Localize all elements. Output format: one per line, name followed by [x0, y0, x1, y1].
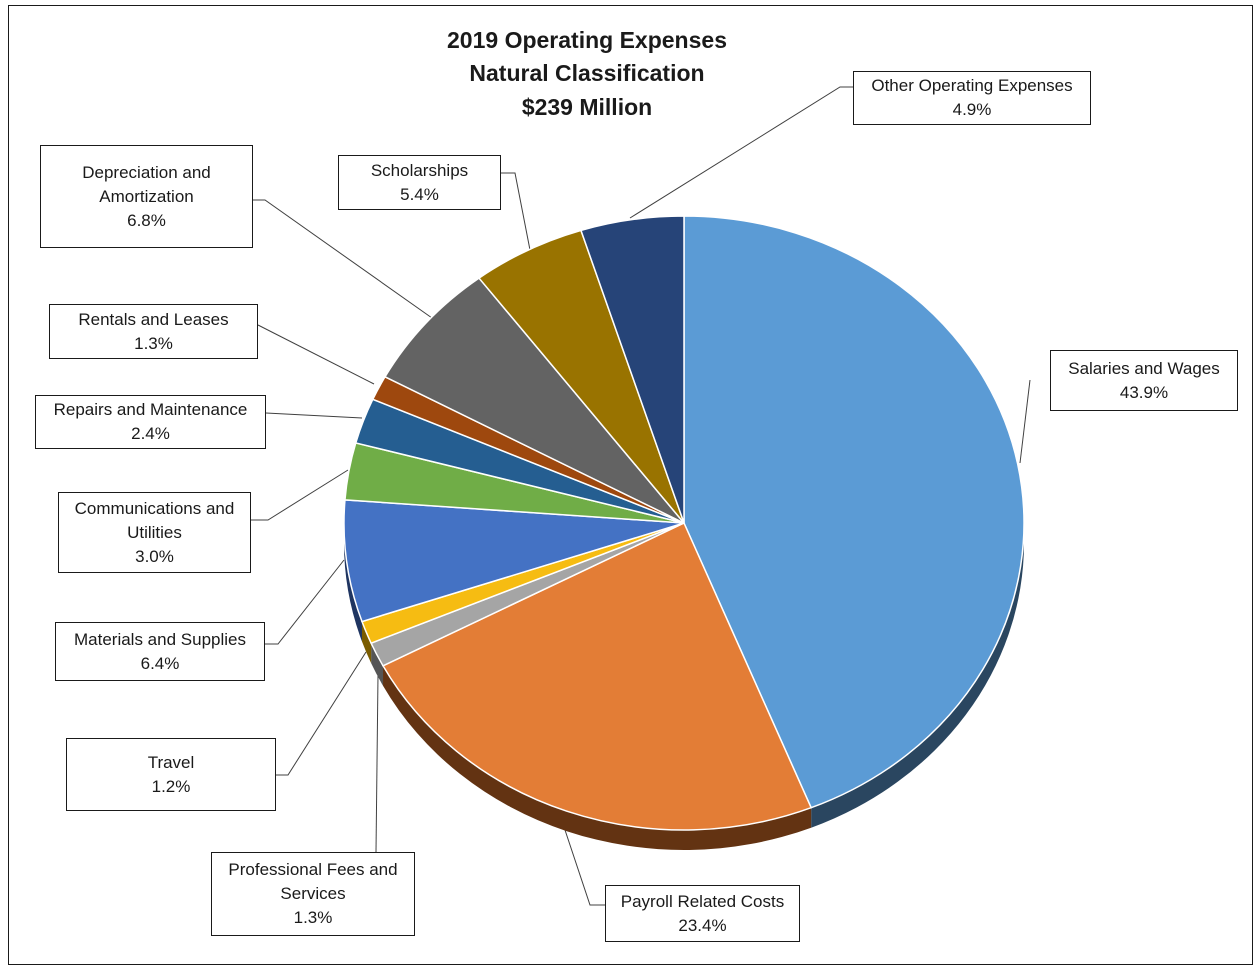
data-label-text: Payroll Related Costs: [620, 891, 785, 911]
data-label-text: Professional Fees and: [228, 860, 398, 879]
data-label-rentals-and-leases: Rentals and Leases 1.3%: [49, 304, 258, 359]
pie-slice-other-operating-expenses: [579, 215, 685, 524]
data-label-materials-and-supplies: Materials and Supplies 6.4%: [55, 622, 265, 681]
data-label-text: Communications and: [74, 498, 235, 518]
leader-line-other-operating-expenses: [629, 86, 853, 219]
data-label-text: Rentals and Leases: [78, 309, 229, 329]
leader-line-travel: [276, 651, 367, 776]
pie-slice-salaries-and-wages: [683, 215, 1025, 809]
data-label-text: Services: [280, 884, 346, 903]
data-label-professional-fees-and-services: Professional Fees and Services 1.3%: [211, 852, 415, 936]
pie-slices: [343, 215, 1025, 831]
data-label-text: Repairs and Maintenance: [53, 400, 248, 419]
data-label-value: 1.3%: [293, 908, 333, 927]
data-label-salaries-and-wages: Salaries and Wages 43.9%: [1050, 350, 1238, 411]
pie-side-materials-and-supplies: [344, 523, 362, 642]
leader-line-communications-and-utilities: [251, 469, 349, 521]
pie-side-professional-fees-and-services: [371, 643, 384, 686]
chart-title-line-1: 2019 Operating Expenses: [447, 27, 727, 53]
data-label-text: Travel: [147, 752, 195, 772]
data-label-value: 5.4%: [400, 184, 439, 204]
pie-side-travel: [361, 621, 372, 664]
data-label-text: Materials and Supplies: [74, 629, 246, 649]
data-label-value: 6.4%: [140, 653, 180, 673]
data-label-value: 4.9%: [952, 100, 992, 119]
data-label-value: 1.2%: [151, 776, 191, 796]
pie-depth: [344, 523, 1024, 850]
chart-title-line-3: $239 Million: [521, 94, 653, 120]
data-label-travel: Travel 1.2%: [66, 738, 276, 811]
data-label-other-operating-expenses: Other Operating Expenses 4.9%: [853, 71, 1091, 125]
leader-line-salaries-and-wages: [1019, 379, 1031, 464]
leader-line-scholarships: [501, 172, 531, 251]
leader-line-depreciation-and-amortization: [253, 199, 433, 319]
data-label-text: Amortization: [99, 186, 194, 206]
data-label-text: Depreciation and: [82, 162, 211, 182]
data-label-payroll-related-costs: Payroll Related Costs 23.4%: [605, 885, 800, 942]
pie-side-payroll-related-costs: [383, 665, 812, 850]
data-label-depreciation-and-amortization: Depreciation and Amortization 6.8%: [40, 145, 253, 248]
leader-line-rentals-and-leases: [257, 324, 375, 385]
data-label-value: 43.9%: [1119, 382, 1169, 402]
chart-title-line-2: Natural Classification: [469, 60, 705, 86]
data-label-repairs-and-maintenance: Repairs and Maintenance 2.4%: [35, 395, 266, 449]
data-label-value: 1.3%: [134, 333, 173, 353]
leader-lines: [251, 86, 1031, 906]
pie-side-salaries-and-wages: [811, 523, 1024, 828]
data-label-text: Salaries and Wages: [1068, 358, 1220, 378]
data-label-value: 6.8%: [127, 210, 166, 230]
data-label-text: Utilities: [127, 522, 182, 542]
data-label-communications-and-utilities: Communications and Utilities 3.0%: [58, 492, 251, 573]
data-label-text: Other Operating Expenses: [871, 76, 1073, 95]
data-label-value: 23.4%: [678, 915, 727, 935]
leader-line-professional-fees-and-services: [375, 674, 379, 853]
leader-line-repairs-and-maintenance: [265, 412, 363, 419]
data-label-value: 3.0%: [135, 546, 174, 566]
data-label-text: Scholarships: [370, 160, 469, 180]
data-label-value: 2.4%: [131, 424, 170, 443]
leader-line-materials-and-supplies: [265, 559, 345, 645]
pie-slice-materials-and-supplies: [343, 499, 685, 623]
leader-line-payroll-related-costs: [564, 829, 605, 906]
pie-slice-payroll-related-costs: [381, 521, 813, 831]
data-label-scholarships: Scholarships 5.4%: [338, 155, 501, 210]
pie-slice-depreciation-and-amortization: [383, 277, 685, 524]
